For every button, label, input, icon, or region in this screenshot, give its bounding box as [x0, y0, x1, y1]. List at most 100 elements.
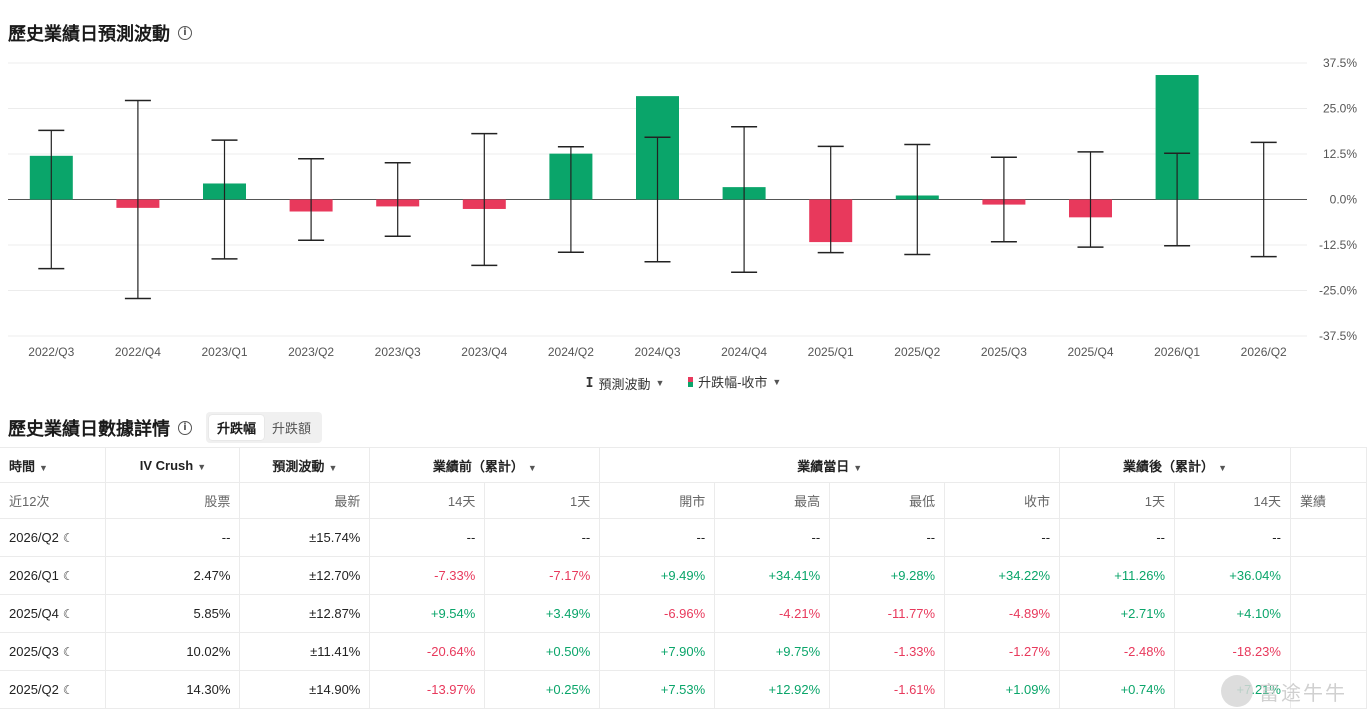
table-cell: --: [714, 518, 831, 557]
table-cell: -4.89%: [944, 594, 1061, 633]
table-cell: ±12.70%: [239, 556, 371, 595]
y-tick-label: -12.5%: [1319, 238, 1357, 252]
forecast-section-title: 歷史業績日預測波動 i: [8, 20, 192, 46]
caret-down-icon: ▼: [853, 462, 863, 473]
caret-down-icon: ▼: [772, 376, 782, 387]
table-row[interactable]: 2025/Q4 ☾ 5.85% ±12.87% +9.54% +3.49% -6.96% -4…: [0, 594, 1367, 633]
table-cell: +4.10%: [1174, 594, 1291, 633]
info-icon[interactable]: i: [178, 26, 192, 40]
table-cell: 5.85%: [105, 594, 241, 633]
x-tick-label: 2023/Q1: [201, 345, 247, 359]
table-cell-overflow: [1290, 518, 1367, 557]
table-cell: -6.96%: [599, 594, 716, 633]
caret-down-icon: ▼: [655, 378, 665, 388]
legend-item-forecast[interactable]: I 預測波動 ▼: [586, 374, 665, 393]
tab-change-pct[interactable]: 升跌幅: [209, 415, 265, 440]
x-tick-label: 2024/Q4: [721, 345, 767, 359]
x-tick-label: 2026/Q2: [1241, 345, 1287, 359]
legend-item-change[interactable]: 升跌幅-收市 ▼: [688, 372, 781, 391]
after-hours-moon-icon: ☾: [62, 683, 74, 697]
header-earnings-day[interactable]: 業績當日 ▼: [599, 447, 1061, 483]
x-tick-label: 2023/Q3: [375, 345, 421, 359]
table-cell: +9.49%: [599, 556, 716, 595]
info-icon[interactable]: i: [178, 420, 192, 435]
x-tick-label: 2023/Q4: [461, 345, 507, 359]
after-hours-moon-icon: ☾: [62, 645, 74, 659]
table-cell: -4.21%: [714, 594, 831, 633]
subheader-cell: 最新: [239, 482, 371, 519]
table-cell: -1.27%: [944, 632, 1061, 671]
period-cell: 2026/Q2 ☾: [0, 518, 107, 557]
table-cell: +36.04%: [1174, 556, 1291, 595]
table-cell: ±14.90%: [239, 670, 371, 709]
table-row[interactable]: 2025/Q2 ☾ 14.30% ±14.90% -13.97% +0.25% +7.53%…: [0, 670, 1367, 709]
table-row[interactable]: 2026/Q2 ☾ -- ±15.74% -- -- -- -- -- -- -- --: [0, 518, 1367, 557]
watermark: 富途牛牛: [1221, 675, 1347, 707]
table-cell: --: [484, 518, 601, 557]
caret-down-icon: ▼: [527, 462, 537, 473]
table-cell: +0.25%: [484, 670, 601, 709]
period-cell: 2025/Q3 ☾: [0, 632, 107, 671]
legend-label: 預測波動: [598, 376, 651, 392]
subheader-cell: 最低: [829, 482, 946, 519]
table-cell-overflow: [1290, 594, 1367, 633]
after-hours-moon-icon: ☾: [62, 607, 74, 621]
table-row[interactable]: 2025/Q3 ☾ 10.02% ±11.41% -20.64% +0.50% +7.90%…: [0, 632, 1367, 671]
table-cell: +34.22%: [944, 556, 1061, 595]
table-cell: --: [829, 518, 946, 557]
details-section-title: 歷史業績日數據詳情 i 升跌幅 升跌額: [8, 412, 323, 443]
table-cell: ±11.41%: [239, 632, 371, 671]
table-cell: -1.33%: [829, 632, 946, 671]
period-cell: 2026/Q1 ☾: [0, 556, 107, 595]
table-cell: -18.23%: [1174, 632, 1291, 671]
header-time[interactable]: 時間 ▼: [0, 447, 107, 483]
y-tick-label: 25.0%: [1323, 102, 1357, 116]
details-title-text: 歷史業績日數據詳情: [8, 418, 170, 439]
table-cell: -13.97%: [369, 670, 486, 709]
table-row[interactable]: 2026/Q1 ☾ 2.47% ±12.70% -7.33% -7.17% +9.49% +3…: [0, 556, 1367, 595]
subheader-cell: 14天: [1174, 482, 1291, 519]
subheader-cell: 股票: [105, 482, 241, 519]
table-cell: --: [105, 518, 241, 557]
y-tick-label: -25.0%: [1319, 284, 1357, 298]
header-iv-crush[interactable]: IV Crush ▼: [105, 447, 241, 483]
x-tick-label: 2026/Q1: [1154, 345, 1200, 359]
subheader-cell: 近12次: [0, 482, 107, 519]
period-cell: 2025/Q4 ☾: [0, 594, 107, 633]
table-cell: +0.50%: [484, 632, 601, 671]
header-overflow: [1290, 447, 1367, 483]
table-cell: 14.30%: [105, 670, 241, 709]
x-tick-label: 2024/Q2: [548, 345, 594, 359]
x-tick-label: 2024/Q3: [634, 345, 680, 359]
table-cell: -7.17%: [484, 556, 601, 595]
table-cell: +12.92%: [714, 670, 831, 709]
x-tick-label: 2025/Q1: [808, 345, 854, 359]
tab-switcher: 升跌幅 升跌額: [206, 412, 323, 443]
y-tick-label: -37.5%: [1319, 329, 1357, 343]
errorbar-icon: I: [585, 375, 594, 391]
subheader-cell: 1天: [1059, 482, 1176, 519]
header-before-earnings[interactable]: 業績前（累計） ▼: [369, 447, 601, 483]
candle-icon: [688, 376, 694, 387]
table-cell: -1.61%: [829, 670, 946, 709]
table-cell: +34.41%: [714, 556, 831, 595]
table-cell: ±12.87%: [239, 594, 371, 633]
caret-down-icon: ▼: [1218, 462, 1227, 473]
period-cell: 2025/Q2 ☾: [0, 670, 107, 709]
table-cell: -20.64%: [369, 632, 486, 671]
x-tick-label: 2022/Q3: [28, 345, 74, 359]
x-tick-label: 2023/Q2: [288, 345, 334, 359]
header-forecast[interactable]: 預測波動 ▼: [239, 447, 371, 483]
table-cell-overflow: [1290, 670, 1367, 709]
table-cell: --: [369, 518, 486, 557]
earnings-details-table: 時間 ▼ IV Crush ▼ 預測波動 ▼ 業績前（累計） ▼ 業績當日 ▼ 業績後（累…: [0, 447, 1367, 709]
table-cell: -11.77%: [829, 594, 946, 633]
table-cell: --: [944, 518, 1061, 557]
subheader-cell: 1天: [484, 482, 601, 519]
table-cell: +2.71%: [1059, 594, 1176, 633]
tab-change-amount[interactable]: 升跌額: [272, 421, 312, 436]
caret-down-icon: ▼: [197, 461, 207, 472]
header-after-earnings[interactable]: 業績後（累計） ▼: [1059, 447, 1291, 483]
table-cell: 10.02%: [105, 632, 241, 671]
forecast-title-text: 歷史業績日預測波動: [8, 24, 170, 44]
